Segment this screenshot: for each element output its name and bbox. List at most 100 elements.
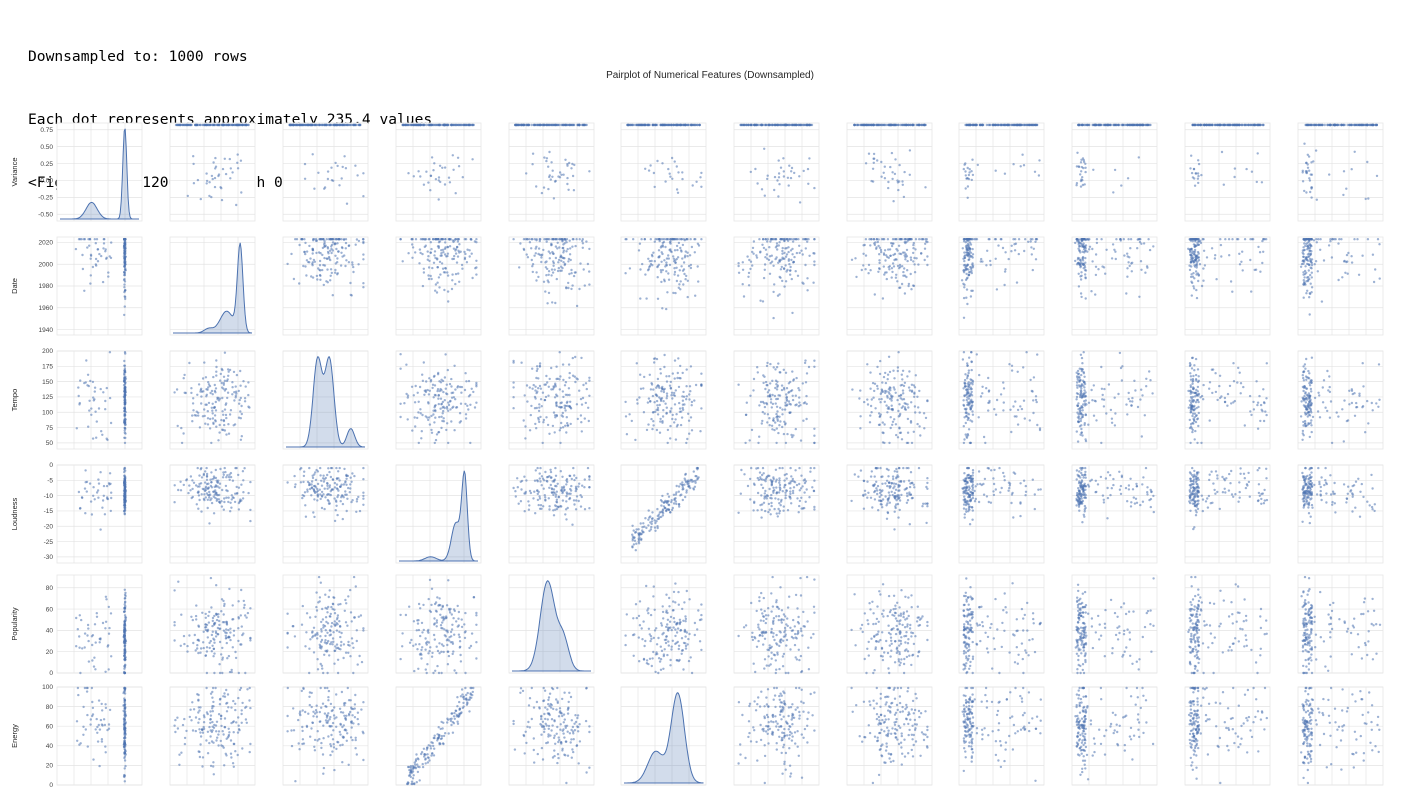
scatter-point [1305,191,1308,194]
scatter-point [751,246,755,250]
scatter-point [665,375,668,378]
scatter-point [566,422,569,425]
scatter-point [401,260,404,263]
scatter-point [1193,184,1197,187]
scatter-point [304,265,307,268]
scatter-point [970,255,973,258]
scatter-point [411,243,414,246]
scatter-point [1079,185,1083,188]
scatter-point [674,389,677,392]
scatter-point [110,241,113,244]
scatter-point [1084,162,1087,165]
scatter-point [772,290,775,294]
scatter-point [764,238,767,241]
scatter-point [665,261,668,264]
scatter-point [1012,163,1015,166]
scatter-point [912,241,915,245]
scatter-point [1030,253,1034,256]
scatter-points [288,123,365,205]
scatter-point [1144,271,1147,274]
scatter-point [440,415,443,418]
scatter-point [427,181,430,184]
scatter-point [772,264,775,267]
scatter-point [211,393,214,396]
scatter-point [556,123,560,127]
scatter-point [208,181,211,184]
scatter-point [123,372,126,375]
scatter-point [890,151,894,155]
scatter-point [334,161,337,165]
scatter-point [241,123,244,127]
scatter-point [523,394,526,397]
scatter-point [544,261,547,264]
scatter-point [469,441,472,445]
scatter-point [964,123,967,127]
scatter-point [204,376,208,379]
scatter-point [881,297,885,300]
scatter-point [963,263,967,267]
scatter-point [541,441,544,445]
scatter-point [295,238,299,241]
scatter-point [562,173,565,176]
scatter-point [1084,166,1087,169]
scatter-point [1259,123,1262,127]
scatter-point [456,385,460,388]
scatter-point [220,367,223,371]
scatter-point [636,402,639,405]
scatter-point [660,271,663,274]
scatter-point [344,241,348,245]
scatter-point [585,123,588,127]
scatter-point [450,420,453,423]
scatter-point [1104,272,1107,275]
scatter-point [685,274,688,278]
scatter-point [681,371,684,375]
scatter-point [676,371,679,375]
scatter-point [517,123,520,127]
scatter-point [123,313,126,317]
scatter-point [545,416,548,419]
scatter-point [91,380,95,384]
scatter-point [573,375,576,378]
scatter-point [905,255,909,258]
scatter-point [1341,276,1344,279]
scatter-point [318,264,322,267]
scatter-point [312,238,316,241]
scatter-point [512,407,515,410]
scatter-point [446,368,449,372]
scatter-point [1190,252,1194,255]
scatter-point [524,425,527,428]
scatter-point [1366,238,1370,241]
scatter-point [526,256,530,259]
scatter-point [419,412,422,415]
scatter-point [882,265,885,268]
scatter-point [900,123,903,127]
scatter-point [224,413,228,417]
scatter-point [1315,241,1319,244]
scatter-point [879,248,883,252]
scatter-point [665,397,668,400]
scatter-point [320,123,324,127]
scatter-point [566,182,569,186]
scatter-point [661,415,665,418]
scatter-point [446,407,449,410]
scatter-point [123,405,127,409]
scatter-point [661,421,664,424]
scatter-point [681,171,684,174]
scatter-point [1356,123,1359,127]
scatter-point [686,295,689,299]
y-tick-label: 1960 [39,305,54,312]
scatter-point [123,351,127,354]
scatter-point [536,123,540,127]
scatter-point [1319,248,1322,251]
scatter-point [1014,123,1018,127]
scatter-point [319,238,322,241]
scatter-point [583,123,586,127]
scatter-point [443,253,447,256]
scatter-point [1004,251,1007,254]
scatter-point [909,256,913,259]
scatter-point [675,257,678,261]
scatter-point [1361,254,1364,257]
scatter-point [206,410,209,413]
scatter-point [519,242,522,245]
scatter-point [571,356,574,360]
